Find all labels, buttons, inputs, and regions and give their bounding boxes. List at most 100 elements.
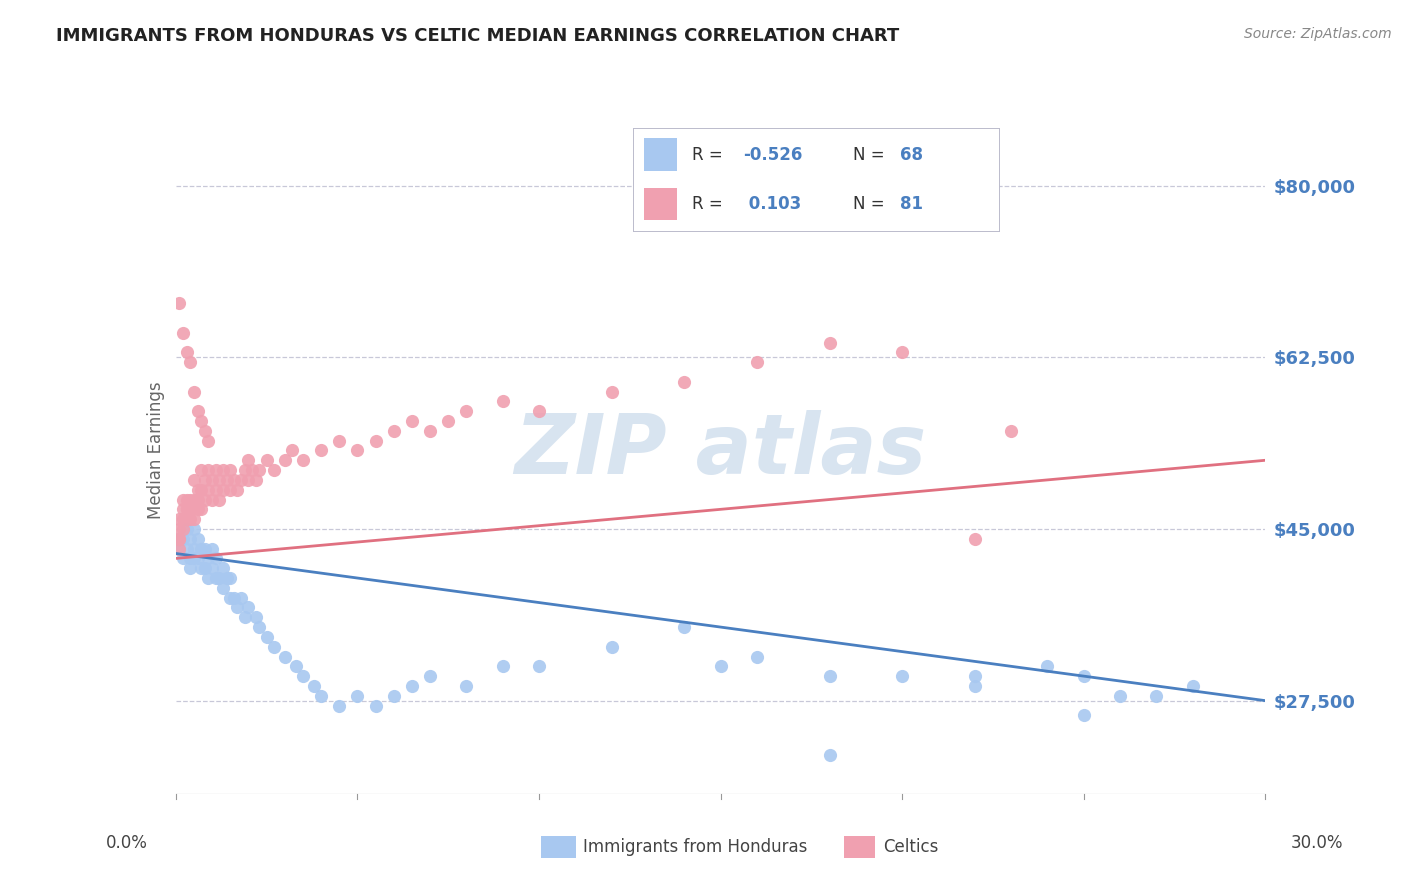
Point <box>673 375 696 389</box>
Point <box>190 541 212 556</box>
Point <box>600 384 623 399</box>
Point <box>176 345 198 359</box>
Point <box>245 473 267 487</box>
Point <box>1109 689 1132 703</box>
Point <box>1073 669 1095 683</box>
Point <box>190 463 212 477</box>
Point <box>328 698 350 713</box>
Point <box>745 355 768 369</box>
Point <box>204 551 226 566</box>
Text: 30.0%: 30.0% <box>1291 834 1343 852</box>
Text: 81: 81 <box>900 195 924 213</box>
Point <box>226 600 249 615</box>
Point <box>263 463 285 477</box>
Point <box>1181 679 1204 693</box>
Point <box>183 473 205 487</box>
Point <box>219 483 242 497</box>
Text: R =: R = <box>692 195 728 213</box>
Point <box>346 443 368 458</box>
Point <box>818 335 841 350</box>
Point <box>176 502 198 516</box>
Point <box>194 561 217 575</box>
Point <box>172 492 194 507</box>
Point <box>176 492 198 507</box>
Point <box>169 541 191 556</box>
Point <box>291 453 314 467</box>
Point <box>212 561 235 575</box>
Point <box>179 355 201 369</box>
Point <box>183 492 205 507</box>
Text: -0.526: -0.526 <box>744 145 803 164</box>
Point <box>745 649 768 664</box>
Point <box>891 345 914 359</box>
Point <box>245 610 267 624</box>
Point <box>169 541 191 556</box>
Point <box>176 522 198 536</box>
Bar <box>644 187 678 220</box>
Point <box>183 384 205 399</box>
Point <box>401 414 423 428</box>
Point <box>197 483 219 497</box>
Point <box>190 561 212 575</box>
Point <box>212 483 235 497</box>
Point <box>328 434 350 448</box>
Point <box>208 571 231 585</box>
Text: N =: N = <box>852 145 890 164</box>
Point <box>222 473 245 487</box>
Point <box>212 581 235 595</box>
Point <box>169 522 191 536</box>
Point <box>204 463 226 477</box>
Point <box>492 394 515 409</box>
Point <box>231 591 253 605</box>
Text: Source: ZipAtlas.com: Source: ZipAtlas.com <box>1244 27 1392 41</box>
Point <box>186 483 209 497</box>
Point <box>233 610 256 624</box>
Point <box>186 404 209 418</box>
Point <box>215 473 238 487</box>
Point <box>194 492 217 507</box>
Point <box>172 551 194 566</box>
Point <box>233 463 256 477</box>
Point <box>179 512 201 526</box>
Point <box>183 541 205 556</box>
Point <box>527 404 550 418</box>
Point <box>222 591 245 605</box>
Point <box>179 502 201 516</box>
Text: Celtics: Celtics <box>883 838 938 856</box>
Point <box>226 483 249 497</box>
Point <box>309 443 332 458</box>
Point <box>238 453 260 467</box>
Point <box>219 463 242 477</box>
Point <box>256 453 278 467</box>
Point <box>172 532 194 546</box>
Point <box>212 463 235 477</box>
Y-axis label: Median Earnings: Median Earnings <box>146 382 165 519</box>
Point <box>201 492 224 507</box>
Point <box>291 669 314 683</box>
Point <box>169 532 191 546</box>
Point <box>204 571 226 585</box>
Point <box>201 473 224 487</box>
Text: R =: R = <box>692 145 728 164</box>
Point <box>963 669 986 683</box>
Point <box>419 424 441 438</box>
Point <box>238 600 260 615</box>
Point <box>302 679 325 693</box>
Point <box>238 473 260 487</box>
Point <box>169 532 191 546</box>
Point <box>190 483 212 497</box>
Text: 0.0%: 0.0% <box>105 834 148 852</box>
Point <box>169 512 191 526</box>
Point <box>197 434 219 448</box>
Point <box>240 463 263 477</box>
Point <box>274 649 297 664</box>
Point <box>891 669 914 683</box>
Point <box>456 404 478 418</box>
Text: Immigrants from Honduras: Immigrants from Honduras <box>583 838 808 856</box>
Point <box>186 492 209 507</box>
Point <box>419 669 441 683</box>
Point <box>284 659 307 673</box>
Point <box>1036 659 1059 673</box>
Point <box>263 640 285 654</box>
Point <box>219 591 242 605</box>
